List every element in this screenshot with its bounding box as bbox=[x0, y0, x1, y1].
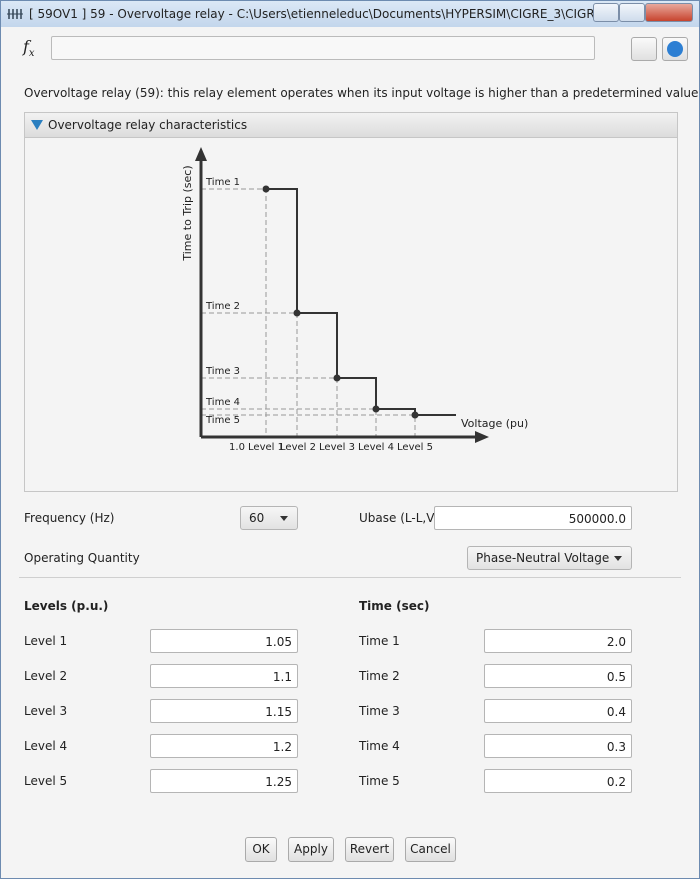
levels-row-label: Level 4 bbox=[24, 739, 68, 753]
levels-row-input[interactable]: 1.2 bbox=[150, 734, 298, 758]
section-header[interactable]: Overvoltage relay characteristics bbox=[25, 113, 677, 138]
signal-button[interactable] bbox=[631, 37, 657, 61]
close-button[interactable] bbox=[645, 3, 693, 22]
level-label: Level 1 bbox=[248, 442, 284, 453]
fx-f: f bbox=[23, 37, 29, 56]
times-row-label: Time 1 bbox=[359, 634, 400, 648]
dialog-button[interactable]: Cancel bbox=[405, 837, 456, 862]
times-row-input[interactable]: 0.2 bbox=[484, 769, 632, 793]
origin-label: 1.0 bbox=[229, 442, 245, 453]
fx-icon: fx bbox=[23, 37, 35, 59]
levels-row-label: Level 2 bbox=[24, 669, 68, 683]
dialog-button[interactable]: OK bbox=[245, 837, 277, 862]
levels-row-input[interactable]: 1.1 bbox=[150, 664, 298, 688]
dialog-button[interactable]: Apply bbox=[288, 837, 334, 862]
levels-row-input[interactable]: 1.25 bbox=[150, 769, 298, 793]
times-row-input[interactable]: 0.5 bbox=[484, 664, 632, 688]
levels-row-input[interactable]: 1.05 bbox=[150, 629, 298, 653]
title-bar: [ 59OV1 ] 59 - Overvoltage relay - C:\Us… bbox=[1, 1, 699, 27]
section-title: Overvoltage relay characteristics bbox=[48, 118, 248, 132]
level-label: Level 2 bbox=[280, 442, 316, 453]
app-icon bbox=[7, 9, 23, 19]
times-row-label: Time 5 bbox=[359, 774, 400, 788]
x-axis-label: Voltage (pu) bbox=[461, 417, 528, 430]
section-panel: Overvoltage relay characteristics bbox=[24, 112, 678, 492]
times-row-label: Time 2 bbox=[359, 669, 400, 683]
frequency-dropdown[interactable]: 60 bbox=[240, 506, 298, 530]
times-row-input[interactable]: 0.3 bbox=[484, 734, 632, 758]
level-label: Level 3 bbox=[319, 442, 355, 453]
level-label: Level 4 bbox=[358, 442, 394, 453]
levels-header: Levels (p.u.) bbox=[24, 599, 109, 613]
times-row-label: Time 3 bbox=[359, 704, 400, 718]
window-title: [ 59OV1 ] 59 - Overvoltage relay - C:\Us… bbox=[29, 7, 638, 21]
times-row-input[interactable]: 0.4 bbox=[484, 699, 632, 723]
help-icon bbox=[667, 41, 683, 57]
time-label: Time 5 bbox=[205, 415, 240, 426]
ubase-label: Ubase (L-L,V) bbox=[359, 511, 440, 525]
dialog-button[interactable]: Revert bbox=[345, 837, 394, 862]
fx-x: x bbox=[28, 48, 35, 60]
maximize-button[interactable] bbox=[619, 3, 645, 22]
operating-quantity-dropdown[interactable]: Phase-Neutral Voltage bbox=[467, 546, 632, 570]
times-row-label: Time 4 bbox=[359, 739, 400, 753]
help-button[interactable] bbox=[662, 37, 688, 61]
frequency-label: Frequency (Hz) bbox=[24, 511, 115, 525]
time-label: Time 4 bbox=[205, 397, 240, 408]
levels-row-label: Level 3 bbox=[24, 704, 68, 718]
formula-field[interactable] bbox=[51, 36, 595, 60]
minimize-button[interactable] bbox=[593, 3, 619, 22]
collapse-arrow bbox=[31, 120, 43, 130]
relay-diagram: Time to Trip (sec) Voltage (pu) 1.0 Time… bbox=[181, 147, 528, 453]
time-label: Time 3 bbox=[205, 366, 240, 377]
separator bbox=[19, 577, 681, 578]
time-label: Time 2 bbox=[205, 301, 240, 312]
level-label: Level 5 bbox=[397, 442, 433, 453]
description: Overvoltage relay (59): this relay eleme… bbox=[24, 86, 700, 100]
levels-row-label: Level 1 bbox=[24, 634, 68, 648]
operating-quantity-label: Operating Quantity bbox=[24, 551, 140, 565]
levels-row-input[interactable]: 1.15 bbox=[150, 699, 298, 723]
levels-row-label: Level 5 bbox=[24, 774, 68, 788]
times-row-input[interactable]: 2.0 bbox=[484, 629, 632, 653]
ubase-input[interactable]: 500000.0 bbox=[434, 506, 632, 530]
time-label: Time 1 bbox=[205, 177, 240, 188]
y-axis-label: Time to Trip (sec) bbox=[181, 165, 194, 261]
times-header: Time (sec) bbox=[359, 599, 430, 613]
